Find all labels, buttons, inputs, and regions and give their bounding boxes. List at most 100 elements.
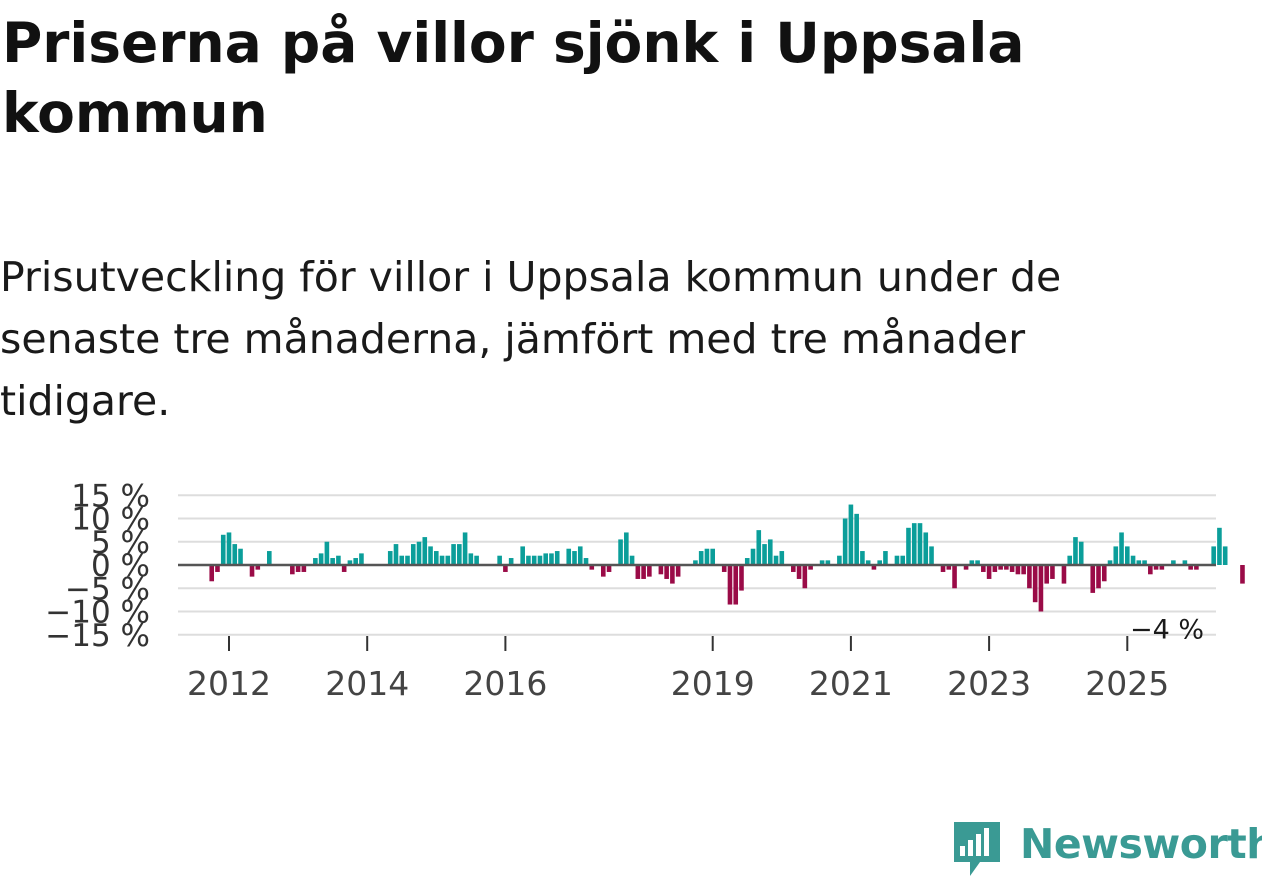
bar: [1078, 541, 1084, 565]
chart-subtitle: Prisutveckling för villor i Uppsala komm…: [0, 253, 1062, 425]
x-tick-label: 2012: [187, 664, 271, 703]
bar: [583, 558, 589, 565]
bar: [1009, 565, 1015, 572]
bar: [1119, 532, 1124, 565]
bar: [825, 560, 831, 565]
bar: [1067, 555, 1073, 565]
bar: [600, 565, 606, 577]
bar: [359, 553, 364, 566]
bar: [290, 565, 295, 575]
bar: [1073, 537, 1078, 565]
bar: [255, 565, 261, 570]
bar: [295, 565, 301, 572]
bar: [1194, 565, 1199, 570]
bar: [981, 565, 986, 572]
bar: [387, 551, 393, 565]
bar: [1096, 565, 1101, 589]
bar: [670, 565, 675, 584]
x-tick-label: 2014: [325, 664, 409, 703]
bar: [330, 558, 335, 565]
x-tick-label: 2016: [463, 664, 547, 703]
bar: [1061, 565, 1067, 584]
bar: [1050, 565, 1055, 579]
brand-name: Newsworthy: [1020, 820, 1262, 868]
bar: [1101, 565, 1107, 582]
x-tick-label: 2021: [809, 664, 893, 703]
bar: [940, 565, 946, 572]
bar: [405, 555, 410, 565]
bar: [635, 565, 641, 579]
bar: [779, 551, 785, 565]
bar: [963, 565, 969, 570]
bar: [1004, 565, 1009, 570]
bar: [641, 565, 646, 579]
bar: [1148, 565, 1153, 575]
bar: [1188, 565, 1193, 570]
bar-chart-speech-bubble-icon: [954, 822, 1000, 876]
bar: [353, 558, 358, 565]
bar: [497, 555, 502, 565]
bar: [1222, 546, 1228, 565]
bar: [434, 551, 439, 565]
bar: [860, 551, 865, 565]
y-tick-label: −5 %: [65, 571, 150, 607]
bar: [906, 527, 911, 565]
x-tick-label: 2019: [671, 664, 755, 703]
bar: [439, 555, 445, 565]
bar: [508, 558, 514, 565]
bar: [324, 541, 330, 565]
bar: [1032, 565, 1038, 603]
bar: [952, 565, 957, 589]
bar: [238, 548, 243, 565]
bar: [727, 565, 733, 605]
bar: [341, 565, 347, 572]
bar: [618, 539, 623, 565]
bar: [1038, 565, 1044, 612]
bar: [457, 544, 462, 565]
bar: [969, 560, 975, 565]
bar: [543, 553, 549, 566]
bar: [1130, 555, 1136, 565]
bar: [721, 565, 727, 572]
x-axis: 2012 2014 2016 2019 2021 2023 2025: [187, 636, 1169, 703]
bar: [796, 565, 802, 579]
bar: [894, 555, 900, 565]
bar: [1211, 546, 1216, 565]
bar: [992, 565, 998, 572]
bar: [946, 565, 952, 570]
bar: [1171, 560, 1176, 565]
bar: [220, 534, 226, 565]
bar: [474, 555, 479, 565]
y-tick-label: 5 %: [91, 525, 150, 561]
bars: [209, 504, 1245, 612]
bar: [842, 518, 848, 565]
bar: [675, 565, 681, 577]
bar: [986, 565, 992, 579]
bar: [1021, 565, 1026, 575]
gridlines: [178, 494, 1216, 636]
y-tick-label: −15 %: [45, 618, 150, 654]
bar: [428, 546, 433, 565]
bar: [393, 544, 399, 565]
bar: [1113, 546, 1119, 565]
bar: [232, 544, 238, 565]
bar: [209, 565, 215, 582]
bar: [336, 555, 341, 565]
bar: [704, 548, 710, 565]
bar: [917, 523, 923, 565]
bar: [1027, 565, 1032, 589]
y-tick-label: 0 %: [91, 548, 150, 584]
bar: [1159, 565, 1165, 570]
bar: [871, 565, 877, 570]
bar: [900, 555, 906, 565]
bar: [267, 551, 272, 565]
bar: [923, 532, 929, 565]
bar: [416, 541, 422, 565]
y-tick-label: 10 %: [71, 502, 150, 538]
bar: [911, 523, 917, 565]
bar: [819, 560, 825, 565]
bar: [998, 565, 1003, 570]
x-tick-label: 2025: [1085, 664, 1169, 703]
bar: [531, 555, 537, 565]
bar: [537, 555, 543, 565]
